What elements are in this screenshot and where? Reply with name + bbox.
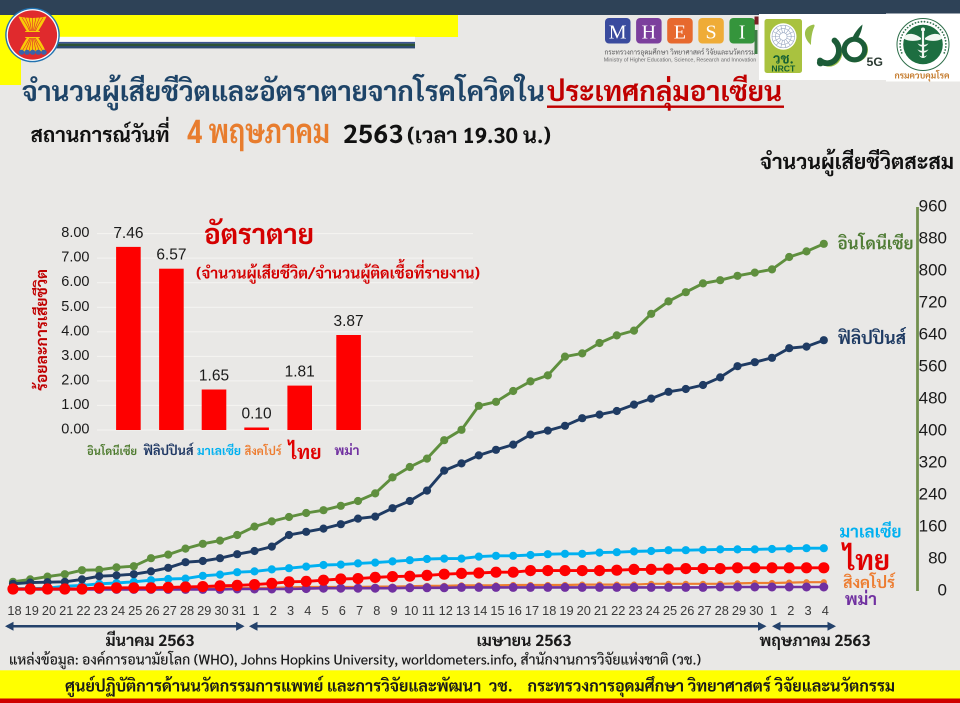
svg-text:560: 560 <box>919 356 947 375</box>
svg-text:1: 1 <box>770 603 777 618</box>
svg-text:880: 880 <box>919 228 947 247</box>
svg-text:27: 27 <box>163 603 177 618</box>
svg-text:80: 80 <box>928 548 947 567</box>
svg-text:1: 1 <box>252 603 259 618</box>
svg-text:4: 4 <box>304 603 311 618</box>
svg-text:8: 8 <box>373 603 380 618</box>
svg-text:21: 21 <box>594 603 608 618</box>
svg-text:3.87: 3.87 <box>334 313 364 330</box>
svg-text:5.00: 5.00 <box>61 299 89 315</box>
svg-text:17: 17 <box>525 603 539 618</box>
svg-text:M: M <box>609 21 627 43</box>
svg-text:30: 30 <box>214 603 228 618</box>
svg-text:29: 29 <box>197 603 211 618</box>
svg-text:320: 320 <box>919 452 947 471</box>
svg-text:400: 400 <box>919 420 947 439</box>
svg-text:480: 480 <box>919 388 947 407</box>
svg-text:E: E <box>674 21 686 43</box>
svg-text:0.00: 0.00 <box>61 422 89 438</box>
svg-text:3: 3 <box>804 603 811 618</box>
svg-text:25: 25 <box>663 603 677 618</box>
svg-text:15: 15 <box>490 603 504 618</box>
svg-text:2.00: 2.00 <box>61 372 89 388</box>
svg-text:20: 20 <box>42 603 56 618</box>
svg-text:25: 25 <box>128 603 142 618</box>
svg-text:14: 14 <box>473 603 487 618</box>
svg-text:3: 3 <box>287 603 294 618</box>
svg-text:19: 19 <box>559 603 573 618</box>
svg-text:30: 30 <box>749 603 763 618</box>
svg-text:0.10: 0.10 <box>242 406 273 423</box>
svg-text:26: 26 <box>680 603 694 618</box>
svg-text:2: 2 <box>270 603 277 618</box>
svg-text:28: 28 <box>715 603 729 618</box>
svg-text:26: 26 <box>145 603 159 618</box>
svg-text:160: 160 <box>919 516 947 535</box>
svg-text:1.81: 1.81 <box>285 364 315 381</box>
svg-text:21: 21 <box>59 603 73 618</box>
svg-text:800: 800 <box>919 260 947 279</box>
svg-text:18: 18 <box>542 603 556 618</box>
svg-text:9: 9 <box>390 603 397 618</box>
svg-text:23: 23 <box>628 603 642 618</box>
svg-text:0: 0 <box>938 580 947 599</box>
svg-text:24: 24 <box>111 603 125 618</box>
svg-text:Ministry of Higher Education,: Ministry of Higher Education, Science, R… <box>604 58 757 64</box>
svg-text:20: 20 <box>577 603 591 618</box>
svg-text:24: 24 <box>646 603 660 618</box>
svg-text:31: 31 <box>232 603 246 618</box>
svg-text:5G: 5G <box>867 55 883 69</box>
svg-text:6.00: 6.00 <box>61 274 89 290</box>
svg-text:1.65: 1.65 <box>199 367 229 384</box>
svg-text:19: 19 <box>25 603 39 618</box>
svg-text:H: H <box>642 21 656 43</box>
svg-text:2: 2 <box>787 603 794 618</box>
svg-text:640: 640 <box>919 324 947 343</box>
svg-text:960: 960 <box>919 196 947 215</box>
svg-text:7: 7 <box>356 603 363 618</box>
svg-text:I: I <box>739 21 746 43</box>
svg-text:28: 28 <box>180 603 194 618</box>
svg-text:5: 5 <box>321 603 328 618</box>
svg-text:7.00: 7.00 <box>61 250 89 266</box>
svg-text:29: 29 <box>732 603 746 618</box>
svg-text:6.57: 6.57 <box>156 247 186 264</box>
svg-text:10: 10 <box>404 603 418 618</box>
svg-text:6: 6 <box>339 603 346 618</box>
svg-text:8.00: 8.00 <box>61 225 89 241</box>
svg-text:3.00: 3.00 <box>61 348 89 364</box>
svg-text:11: 11 <box>422 603 435 618</box>
svg-text:720: 720 <box>919 292 947 311</box>
svg-text:23: 23 <box>94 603 108 618</box>
svg-text:4: 4 <box>822 603 829 618</box>
svg-text:13: 13 <box>456 603 470 618</box>
svg-text:22: 22 <box>76 603 90 618</box>
svg-text:16: 16 <box>508 603 522 618</box>
svg-text:12: 12 <box>439 603 453 618</box>
svg-text:22: 22 <box>611 603 625 618</box>
svg-text:18: 18 <box>7 603 21 618</box>
svg-text:S: S <box>705 21 716 43</box>
svg-text:1.00: 1.00 <box>61 397 89 413</box>
svg-text:NRCT: NRCT <box>771 64 796 74</box>
svg-text:4.00: 4.00 <box>61 323 89 339</box>
svg-text:27: 27 <box>697 603 711 618</box>
svg-text:7.46: 7.46 <box>113 225 143 242</box>
svg-text:240: 240 <box>919 484 947 503</box>
